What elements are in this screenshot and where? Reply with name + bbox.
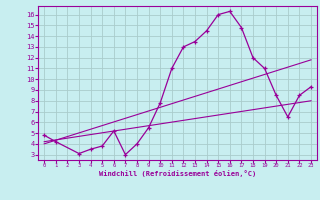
X-axis label: Windchill (Refroidissement éolien,°C): Windchill (Refroidissement éolien,°C) xyxy=(99,170,256,177)
